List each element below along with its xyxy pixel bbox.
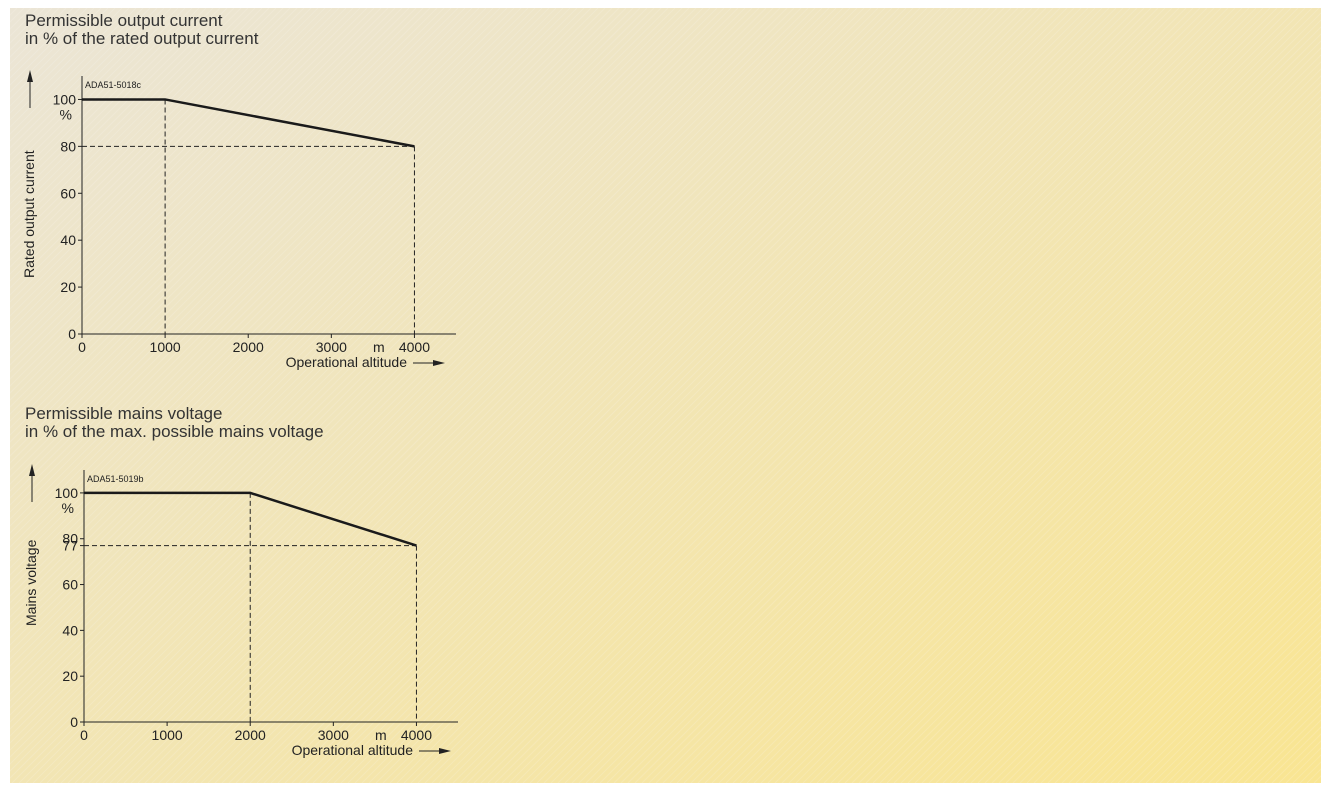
chart2-x-tick-label: 4000	[401, 727, 432, 743]
chart1-x-unit: m	[373, 339, 385, 355]
chart1-y-tick-label: 20	[60, 279, 76, 295]
chart2-y-tick-label: 80	[62, 531, 78, 547]
chart1-y-tick-label: 40	[60, 232, 76, 248]
chart2-y-tick-label: 0	[70, 714, 78, 730]
chart2-y-arrow-head	[29, 464, 35, 476]
chart2-x-arrow-head	[439, 748, 451, 754]
chart1-subtitle: in % of the rated output current	[25, 29, 259, 48]
chart1-y-axis-label: Rated output current	[21, 150, 37, 278]
chart2-figure-id: ADA51-5019b	[87, 474, 144, 484]
chart1-plot: 0 20 40 60 80 100% 0 1000 2000 3000 4000 mOperation…	[21, 70, 456, 370]
chart1-y-tick-label: 60	[60, 185, 76, 201]
chart1-y-tick-label: 100	[53, 91, 77, 107]
chart2-x-unit: m	[375, 727, 387, 743]
chart2-y-axis-label: Mains voltage	[23, 539, 39, 626]
chart2-y-tick-label: 60	[62, 577, 78, 593]
chart2-y-unit: %	[62, 500, 74, 516]
chart2-x-tick-label: 2000	[235, 727, 266, 743]
chart1-y-unit: %	[60, 106, 72, 122]
chart1-x-tick-label: 4000	[399, 339, 430, 355]
chart1-y-tick-label: 80	[60, 138, 76, 154]
chart1-y-tick-label: 0	[68, 326, 76, 342]
chart1-x-tick-label: 3000	[316, 339, 347, 355]
chart2-y-tick-label: 100	[55, 485, 79, 501]
chart1-x-tick-label: 0	[78, 339, 86, 355]
chart2-title: Permissible mains voltage	[25, 404, 223, 423]
chart2-subtitle: in % of the max. possible mains voltage	[25, 422, 324, 441]
chart2-y-tick-label: 40	[62, 622, 78, 638]
chart1-y-arrow-head	[27, 70, 33, 82]
background-pattern	[10, 8, 1321, 783]
chart1-title: Permissible output current	[25, 11, 223, 30]
chart1-x-tick-label: 1000	[150, 339, 181, 355]
chart1-data-line	[82, 98, 415, 148]
chart1-x-tick-label: 2000	[233, 339, 264, 355]
chart1-heading: Permissible output current in % of the r…	[25, 12, 258, 48]
chart2-x-tick-label: 3000	[318, 727, 349, 743]
figure-panel: Permissible output current in % of the r…	[10, 8, 1321, 783]
chart2-x-axis-label: Operational altitude	[292, 742, 414, 758]
chart1-figure-id: ADA51-5018c	[85, 80, 142, 90]
chart2-x-tick-label: 1000	[152, 727, 183, 743]
background-fill	[10, 8, 1321, 783]
chart2-data-line	[84, 491, 417, 547]
chart2-y-tick-label: 77	[62, 538, 78, 554]
chart1-x-arrow-head	[433, 360, 445, 366]
background-hatching	[10, 8, 1321, 783]
chart2-y-tick-label: 20	[62, 668, 78, 684]
chart2-x-tick-label: 0	[80, 727, 88, 743]
chart1-x-axis-label: Operational altitude	[286, 354, 408, 370]
chart2-heading: Permissible mains voltage in % of the ma…	[25, 405, 324, 441]
